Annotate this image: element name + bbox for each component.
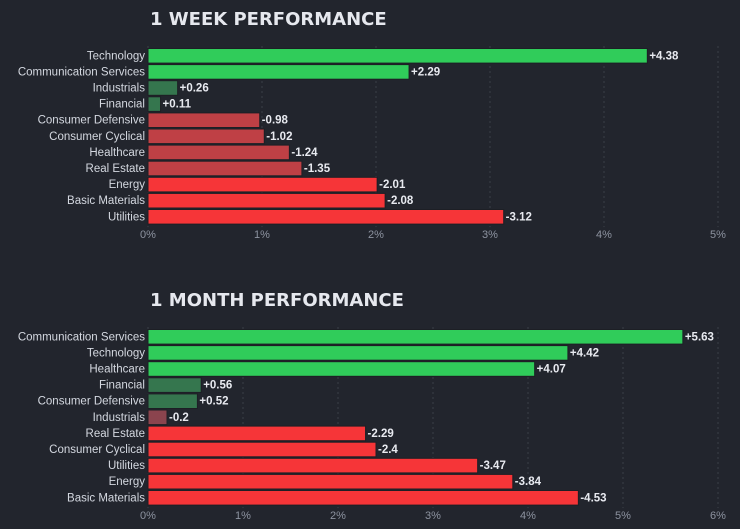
- value-label: +4.42: [570, 347, 599, 359]
- category-label: Consumer Defensive: [38, 115, 145, 127]
- value-label: -2.08: [387, 195, 414, 207]
- chart-month: 1 MONTH PERFORMANCE 0% 1% 2% 3% 4% 5% 6% Communi…: [18, 290, 726, 522]
- tick-label: 0%: [140, 510, 156, 522]
- value-label: -2.29: [368, 428, 394, 440]
- bar: [147, 48, 648, 64]
- value-label: -4.53: [580, 492, 606, 504]
- category-label: Technology: [87, 347, 145, 359]
- value-label: +0.26: [180, 83, 209, 95]
- bar: [147, 425, 367, 442]
- tick-label: 1%: [235, 510, 251, 522]
- tick-label: 5%: [615, 510, 631, 522]
- bar: [147, 329, 684, 345]
- category-label: Utilities: [108, 460, 145, 472]
- category-label: Industrials: [93, 412, 146, 424]
- value-label: -0.98: [262, 115, 289, 127]
- chart-title: 1 WEEK PERFORMANCE: [150, 9, 387, 30]
- bar: [147, 473, 514, 490]
- tick-label: 4%: [520, 510, 536, 522]
- bar: [147, 192, 386, 209]
- value-label: -1.02: [266, 131, 292, 143]
- bar: [147, 409, 168, 426]
- bar: [147, 128, 265, 145]
- tick-label: 0%: [140, 229, 156, 241]
- category-label: Technology: [87, 50, 145, 62]
- value-label: +5.63: [685, 331, 714, 343]
- value-label: -2.4: [378, 444, 398, 456]
- bar: [147, 393, 198, 409]
- category-label: Financial: [99, 380, 145, 392]
- value-label: -1.24: [291, 147, 318, 159]
- category-label: Consumer Cyclical: [49, 131, 145, 143]
- category-label: Real Estate: [86, 428, 145, 440]
- category-label: Basic Materials: [67, 492, 145, 504]
- value-label: -0.2: [169, 412, 189, 424]
- value-label: -1.35: [304, 163, 331, 175]
- category-label: Utilities: [108, 211, 145, 223]
- bar: [147, 64, 410, 80]
- bar: [147, 96, 162, 112]
- value-label: +4.07: [537, 364, 566, 376]
- category-label: Consumer Cyclical: [49, 444, 145, 456]
- bar: [147, 361, 536, 377]
- bar: [147, 457, 479, 474]
- tick-label: 6%: [710, 510, 726, 522]
- category-label: Real Estate: [86, 163, 145, 175]
- category-label: Healthcare: [89, 147, 145, 159]
- bar: [147, 176, 378, 193]
- value-label: -3.47: [480, 460, 506, 472]
- bar: [147, 144, 290, 161]
- category-label: Consumer Defensive: [38, 396, 145, 408]
- category-label: Communication Services: [18, 331, 145, 343]
- category-label: Energy: [109, 476, 146, 488]
- value-label: -3.84: [515, 476, 542, 488]
- tick-label: 4%: [596, 229, 612, 241]
- bar: [147, 160, 303, 177]
- value-label: -3.12: [506, 211, 532, 223]
- value-label: +0.56: [203, 380, 232, 392]
- bar: [147, 209, 505, 225]
- chart-week: 1 WEEK PERFORMANCE 0% 1% 2% 3% 4% 5% Technology…: [18, 9, 726, 241]
- tick-label: 2%: [330, 510, 346, 522]
- tick-label: 3%: [425, 510, 441, 522]
- bar: [147, 345, 569, 361]
- category-label: Communication Services: [18, 66, 145, 78]
- value-label: -2.01: [379, 179, 406, 191]
- tick-label: 3%: [482, 229, 498, 241]
- category-label: Basic Materials: [67, 195, 145, 207]
- value-label: +4.38: [649, 50, 679, 62]
- value-label: +0.52: [199, 396, 228, 408]
- bar: [147, 112, 261, 129]
- tick-label: 2%: [368, 229, 384, 241]
- value-label: +0.11: [163, 99, 192, 111]
- chart-title: 1 MONTH PERFORMANCE: [150, 290, 404, 311]
- category-label: Energy: [109, 179, 146, 191]
- tick-label: 1%: [254, 229, 270, 241]
- bar: [147, 441, 377, 458]
- bar: [147, 80, 179, 96]
- bar: [147, 377, 202, 393]
- category-label: Industrials: [93, 83, 146, 95]
- value-label: +2.29: [411, 66, 440, 78]
- category-label: Financial: [99, 99, 145, 111]
- category-label: Healthcare: [89, 364, 145, 376]
- bar: [147, 490, 579, 506]
- tick-label: 5%: [710, 229, 726, 241]
